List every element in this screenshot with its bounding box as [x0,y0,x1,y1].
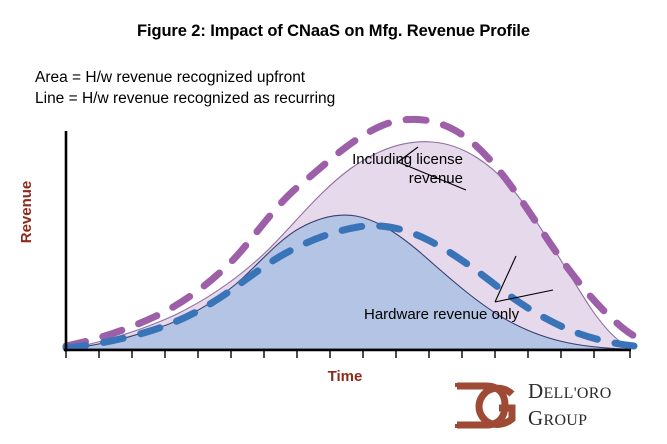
license-annotation-leader-hook [397,146,419,163]
wordmark-line-1-rest: ELL'O [543,385,589,402]
wordmark-line-2-cap: G [528,406,544,430]
dell-oro-group-wordmark: DELL'ORO GROUP [528,379,612,433]
wordmark-line-1-cap: D [528,379,544,403]
wordmark-line-2-rest: ROUP [543,412,588,429]
x-axis-ticks [65,350,631,358]
legend-note-line-1: Area = H/w revenue recognized upfront [35,69,306,86]
hardware-annotation-leader-b [494,289,554,303]
hardware-annotation-leader-a [494,255,517,303]
dell-oro-monogram-icon [455,382,516,429]
dell-oro-group-logo: DELL'ORO GROUP [452,378,662,438]
wordmark-line-1-tail: RO [588,385,612,402]
hardware-revenue-area [65,214,631,350]
legend-note: Area = H/w revenue recognized upfront Li… [35,67,335,109]
license-recurring-dashed-line [62,115,642,350]
y-axis-title: Revenue [18,180,35,244]
annotation-hardware-revenue: Hardware revenue only [364,306,520,323]
wordmark-line-2: GROUP [528,406,612,433]
wordmark-line-1: DELL'ORO [528,379,612,406]
legend-note-line-2: Line = H/w revenue recognized as recurri… [35,90,336,107]
hardware-recurring-dashed-line [62,222,638,352]
page-title: Figure 2: Impact of CNaaS on Mfg. Revenu… [137,22,530,40]
annotation-license-revenue: Including license revenue [352,151,463,187]
license-annotation-leader [397,161,467,191]
x-axis-title: Time [327,368,363,385]
